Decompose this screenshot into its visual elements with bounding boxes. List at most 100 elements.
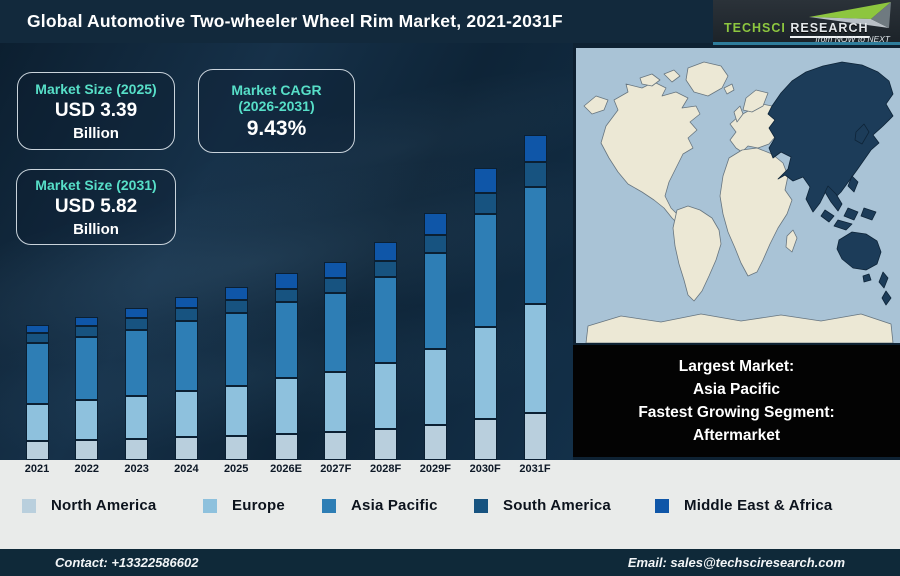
bar-segment-middle-east-africa: [324, 262, 348, 278]
bar-segment-asia-pacific: [523, 187, 547, 304]
x-axis-label-2026e: 2026E: [270, 463, 302, 475]
x-axis-label-2024: 2024: [174, 463, 199, 475]
island-iceland: [723, 83, 735, 95]
stacked-bar-2021: [25, 325, 49, 460]
x-axis-label-2022: 2022: [74, 463, 100, 475]
bar-segment-asia-pacific: [224, 313, 248, 386]
info-box-unit: Billion: [73, 124, 119, 142]
island-japan: [854, 123, 870, 145]
arctic-islands: [639, 73, 661, 87]
stacked-bar-2029f: [423, 213, 447, 460]
stacked-bar-2024: [174, 297, 198, 460]
bar-segment-north-america: [25, 441, 49, 460]
stacked-bar-2028f: [374, 242, 398, 460]
bar-segment-south-america: [324, 278, 348, 293]
island-tasmania: [862, 273, 872, 283]
x-axis-label-2028f: 2028F: [369, 463, 402, 475]
bar-segment-middle-east-africa: [224, 287, 248, 300]
bar-segment-europe: [174, 391, 198, 437]
bar-segment-asia-pacific: [25, 343, 49, 404]
info-box: Market Size (2025) USD 3.39 Billion: [17, 72, 175, 150]
x-axis-label-2031f: 2031F: [519, 463, 551, 475]
stacked-bar-2026e: [274, 273, 298, 460]
legend-label: Europe: [232, 497, 285, 514]
bar-segment-north-america: [374, 429, 398, 460]
island-new-zealand: [878, 271, 889, 289]
legend-swatch: [322, 498, 336, 513]
bar-segment-north-america: [274, 434, 298, 460]
region-alaska: [583, 95, 609, 115]
bar-segment-north-america: [224, 436, 248, 460]
info-box-label: Market Size (2025): [35, 80, 157, 97]
bar-segment-europe: [473, 327, 497, 419]
bar-segment-middle-east-africa: [125, 308, 149, 318]
bar-segment-south-america: [274, 289, 298, 302]
footer-bar: Contact: +13322586602 Email: sales@techs…: [0, 549, 900, 576]
island-borneo: [843, 207, 859, 221]
legend-item-middle-east-africa: Middle East & Africa: [655, 497, 832, 514]
bar-segment-asia-pacific: [274, 302, 298, 378]
bar-segment-south-america: [523, 162, 547, 187]
stacked-bar-2027f: [324, 262, 348, 460]
continent-antarctica: [585, 313, 894, 343]
island-madagascar: [785, 229, 798, 253]
bar-segment-south-america: [25, 333, 49, 343]
legend-swatch: [203, 498, 217, 513]
bar-segment-europe: [125, 396, 149, 439]
logo-arrow-icon: [809, 2, 891, 28]
bar-segment-europe: [25, 404, 49, 441]
stacked-bar-2022: [75, 317, 99, 460]
brand-name-primary: TechSci: [724, 21, 786, 35]
bar-segment-north-america: [75, 440, 99, 460]
info-box-value: 9.43%: [246, 116, 307, 140]
bar-segment-europe: [224, 386, 248, 436]
bar-segment-south-america: [75, 326, 99, 337]
island-new-guinea: [860, 207, 877, 221]
bar-segment-south-america: [224, 300, 248, 313]
bar-segment-south-america: [423, 235, 447, 253]
bar-segment-middle-east-africa: [523, 135, 547, 162]
bar-segment-asia-pacific: [374, 277, 398, 363]
brand-name: TechSci Research: [724, 21, 869, 38]
bar-segment-south-america: [174, 308, 198, 321]
x-axis-label-2025: 2025: [223, 463, 249, 475]
continent-north-america: [600, 81, 701, 227]
region-southeast-asia: [824, 185, 843, 212]
island-philippines: [847, 175, 859, 193]
stacked-bar-2031f: [523, 135, 547, 460]
brand-name-secondary: Research: [790, 21, 869, 38]
bar-segment-south-america: [125, 318, 149, 330]
bar-segment-middle-east-africa: [473, 168, 497, 193]
highlight-line: Asia Pacific: [692, 381, 781, 398]
island-new-zealand: [881, 290, 892, 306]
arctic-islands: [663, 69, 681, 83]
bar-segment-europe: [274, 378, 298, 434]
bar-segment-middle-east-africa: [374, 242, 398, 261]
chart-panel: Market Size (2025) USD 3.39 Billion Market …: [0, 43, 573, 460]
legend-swatch: [22, 498, 36, 513]
info-box-value: USD 5.82: [54, 195, 138, 217]
continent-africa: [719, 147, 793, 277]
legend-label: North America: [51, 497, 157, 514]
legend-label: Middle East & Africa: [684, 497, 833, 514]
bar-segment-asia-pacific: [324, 293, 348, 372]
bar-segment-middle-east-africa: [274, 273, 298, 289]
bar-segment-europe: [423, 349, 447, 425]
bar-segment-north-america: [473, 419, 497, 460]
brand-tagline: from NOW to NEXT: [815, 34, 890, 44]
page-title: Global Automotive Two-wheeler Wheel Rim …: [27, 11, 563, 31]
x-axis-label-2029f: 2029F: [419, 463, 451, 475]
info-box-unit: Billion: [73, 220, 119, 238]
info-box-value: USD 3.39: [54, 99, 138, 121]
bar-segment-north-america: [523, 413, 547, 460]
continent-south-america: [672, 205, 722, 302]
x-axis-label-2021: 2021: [24, 463, 50, 475]
info-box: Market CAGR (2026-2031) 9.43%: [198, 69, 355, 153]
island-greenland: [685, 61, 729, 97]
bar-segment-asia-pacific: [125, 330, 149, 396]
world-map-panel: [573, 48, 900, 343]
bar-segment-asia-pacific: [174, 321, 198, 391]
bar-segment-middle-east-africa: [75, 317, 99, 326]
island-sumatra: [820, 209, 835, 223]
